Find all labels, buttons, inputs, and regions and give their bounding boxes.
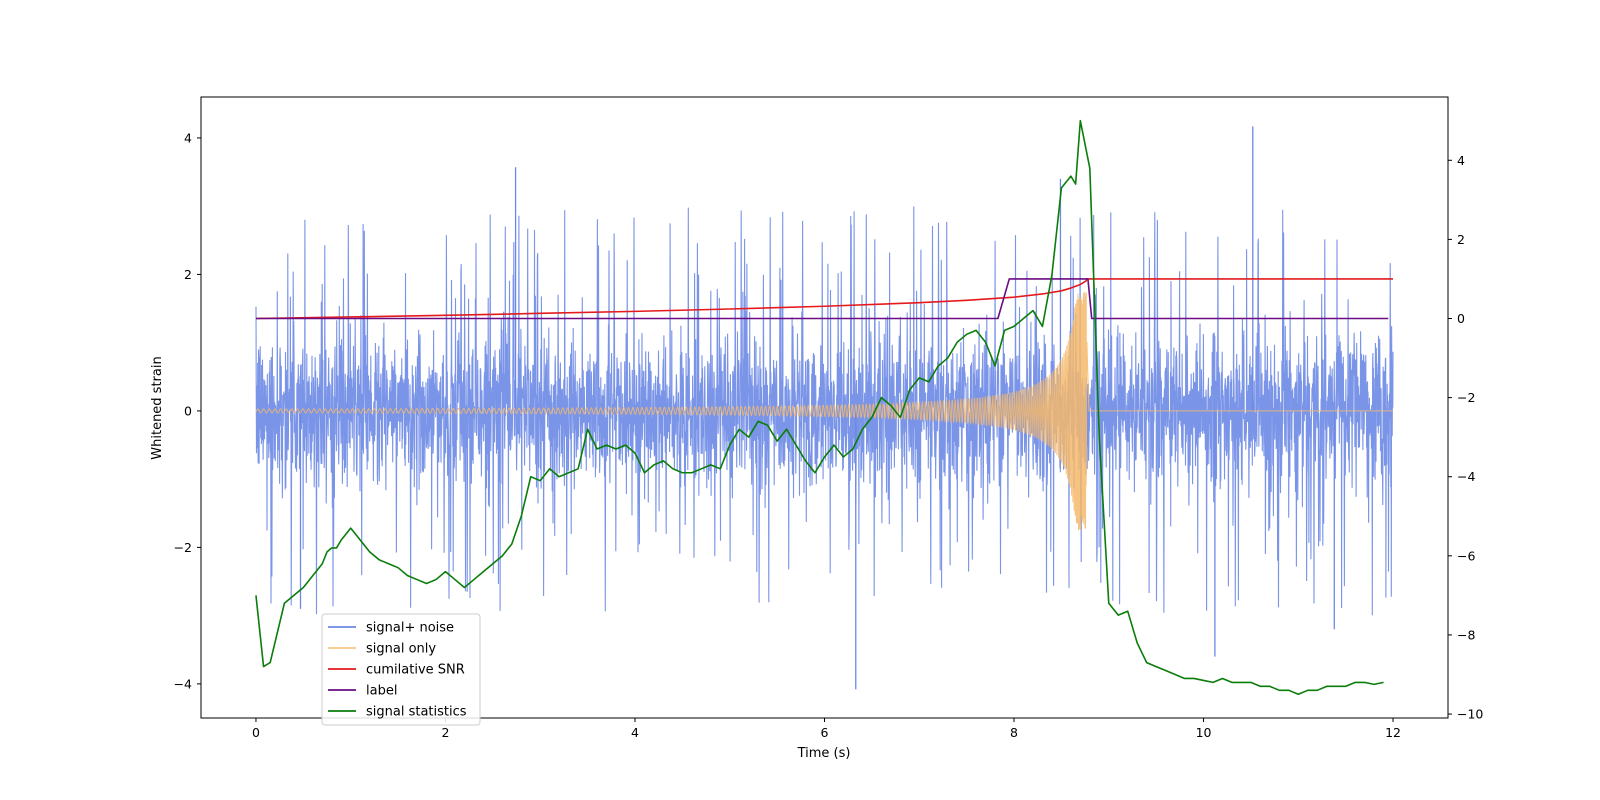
y2-tick-label: −8 bbox=[1457, 627, 1475, 642]
y2-tick-label: −10 bbox=[1457, 707, 1483, 722]
series-signal-noise bbox=[255, 126, 1394, 690]
y-tick-label: −4 bbox=[174, 676, 192, 691]
y-tick-label: −2 bbox=[174, 540, 192, 555]
legend-entry: signal+ noise bbox=[366, 621, 454, 636]
x-axis-ticks: 0 2 4 6 8 10 12 bbox=[252, 718, 1401, 740]
label-line bbox=[255, 278, 1389, 320]
legend-box bbox=[321, 613, 481, 726]
x-axis-label: Time (s) bbox=[797, 746, 851, 761]
series-cumulative-snr bbox=[255, 278, 1394, 320]
y-axis-label: Whitened strain bbox=[150, 356, 165, 459]
legend-entry: label bbox=[366, 684, 397, 699]
cumulative-snr-line bbox=[255, 278, 1394, 320]
signal-statistics-line bbox=[255, 119, 1384, 696]
legend-entry: signal only bbox=[366, 642, 436, 657]
x-tick-label: 2 bbox=[441, 725, 449, 740]
y2-tick-label: 4 bbox=[1457, 153, 1465, 168]
y2-tick-label: −4 bbox=[1457, 469, 1475, 484]
y2-tick-label: 0 bbox=[1457, 311, 1465, 326]
y-axis-right-ticks: −10 −8 −6 −4 −2 0 2 4 bbox=[1448, 153, 1483, 722]
legend: signal+ noise signal only cumilative SNR la… bbox=[321, 613, 481, 726]
legend-entry: cumilative SNR bbox=[366, 663, 465, 678]
x-tick-label: 8 bbox=[1010, 725, 1018, 740]
y-tick-label: 0 bbox=[184, 403, 192, 418]
y2-tick-label: 2 bbox=[1457, 232, 1465, 247]
y-tick-label: 2 bbox=[184, 267, 192, 282]
y-tick-label: 4 bbox=[184, 130, 192, 145]
x-tick-label: 10 bbox=[1196, 725, 1212, 740]
series-signal-only bbox=[255, 291, 1393, 531]
x-tick-label: 4 bbox=[631, 725, 639, 740]
series-signal-statistics bbox=[255, 119, 1384, 696]
x-tick-label: 0 bbox=[252, 725, 260, 740]
series-label bbox=[255, 278, 1389, 320]
legend-entry: signal statistics bbox=[366, 705, 467, 720]
y-axis-left-ticks: −4 −2 0 2 4 bbox=[174, 130, 201, 691]
signal-only-line bbox=[255, 291, 1393, 531]
x-tick-label: 12 bbox=[1385, 725, 1401, 740]
y2-tick-label: −6 bbox=[1457, 548, 1475, 563]
y2-tick-label: −2 bbox=[1457, 390, 1475, 405]
x-tick-label: 6 bbox=[821, 725, 829, 740]
